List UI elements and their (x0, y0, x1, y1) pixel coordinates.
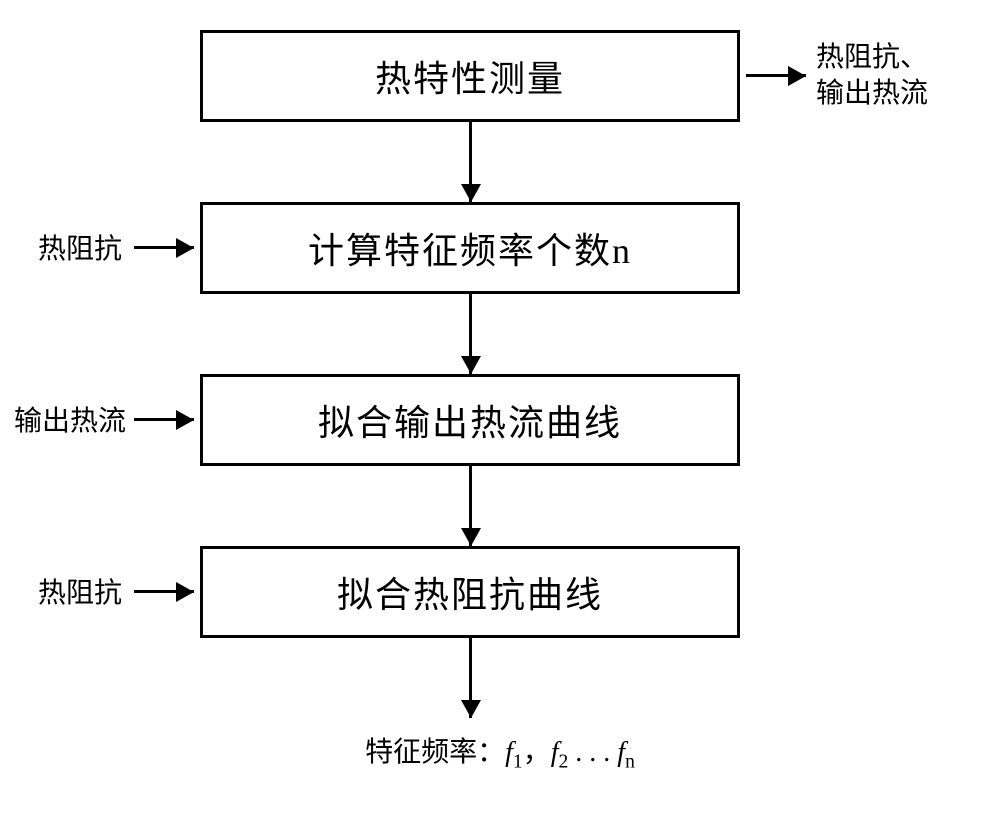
arrow-b4-output (469, 638, 472, 718)
output-dots: . . . (568, 737, 617, 768)
b4-input-label: 热阻抗 (38, 576, 122, 612)
b1-output-line1: 热阻抗、 (816, 42, 928, 73)
output-var-2: f (551, 737, 559, 768)
final-output-label: 特征频率：f1，f2 . . . fn (300, 730, 700, 774)
step-box-1: 热特性测量 (200, 30, 740, 122)
arrow-b4-input (134, 590, 194, 593)
output-sub-1: 1 (513, 752, 523, 773)
output-var-1: f (505, 737, 513, 768)
arrow-b1-b2 (469, 122, 472, 202)
b1-output-label: 热阻抗、 输出热流 (816, 40, 928, 113)
b2-input-label: 热阻抗 (38, 232, 122, 268)
arrow-b3-input (134, 418, 194, 421)
output-sub-n: n (625, 752, 635, 773)
step-box-2: 计算特征频率个数n (200, 202, 740, 294)
step-label-4: 拟合热阻抗曲线 (337, 566, 603, 618)
step-label-3: 拟合输出热流曲线 (318, 394, 622, 446)
output-prefix: 特征频率： (365, 737, 505, 768)
arrow-b3-b4 (469, 466, 472, 546)
arrow-b2-input (134, 246, 194, 249)
step-box-3: 拟合输出热流曲线 (200, 374, 740, 466)
b3-input-label: 输出热流 (14, 404, 126, 440)
b1-output-line2: 输出热流 (816, 78, 928, 109)
output-sub-2: 2 (559, 752, 569, 773)
step-box-4: 拟合热阻抗曲线 (200, 546, 740, 638)
output-sep-1: ， (523, 737, 551, 768)
output-var-n: f (617, 737, 625, 768)
arrow-b2-b3 (469, 294, 472, 374)
step-label-2: 计算特征频率个数n (308, 222, 632, 274)
step-label-1: 热特性测量 (375, 50, 565, 102)
arrow-b1-output (746, 74, 806, 77)
